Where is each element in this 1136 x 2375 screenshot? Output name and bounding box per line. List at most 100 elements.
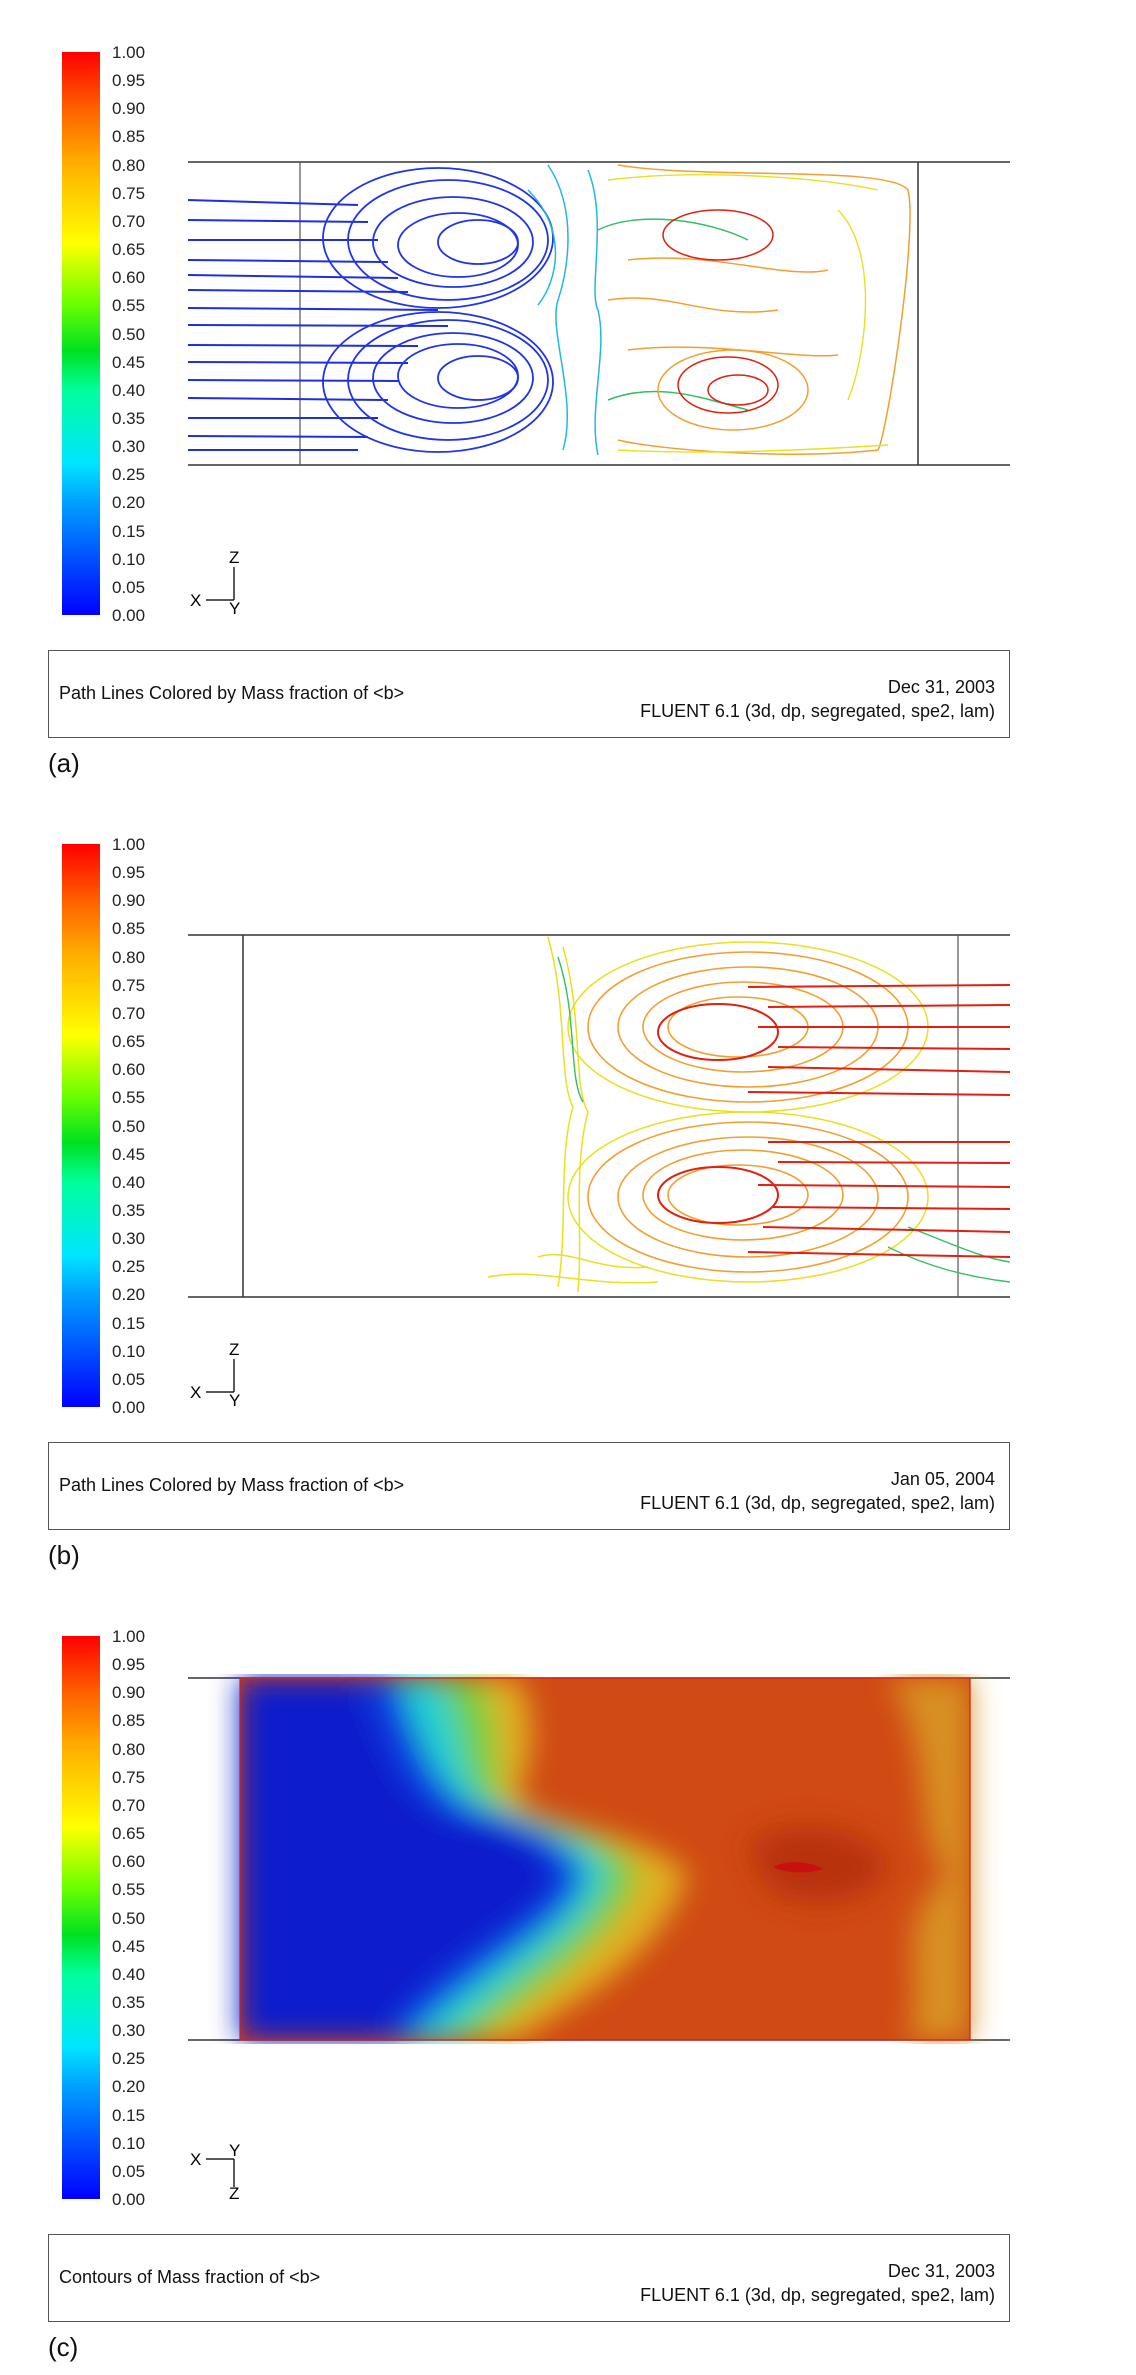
colorbar-tick-label: 0.05 [112, 1369, 146, 1389]
colorbar-tick-label: 0.10 [112, 1341, 146, 1361]
red-pathlines [662, 209, 779, 414]
colorbar-tick-label: 0.95 [112, 863, 146, 883]
colorbar-tick-label: 0.50 [112, 1116, 146, 1136]
z-axis-label: Z [229, 1340, 239, 1359]
orange-pathlines [607, 164, 911, 455]
colorbar-tick-label: 0.95 [112, 1655, 146, 1675]
colorbar-tick-label: 1.00 [112, 835, 146, 854]
panel-a: 1.00 0.95 0.90 0.85 0.80 0.75 0.70 0.65 0.60 0.55… [0, 0, 1136, 790]
green-pathlines [597, 218, 749, 411]
orange-pathlines [587, 951, 909, 1273]
colorbar-tick-label: 0.40 [112, 1172, 146, 1192]
caption-box: Path Lines Colored by Mass fraction of <… [48, 650, 1010, 738]
colorbar-tick-label: 0.45 [112, 1936, 146, 1956]
colorbar-tick-label: 0.05 [112, 2161, 146, 2181]
caption-date: Jan 05, 2004 [890, 1469, 995, 1489]
colorbar-tick-label: 0.35 [112, 408, 146, 428]
z-axis-label: Z [229, 548, 239, 567]
colorbar-tick-label: 0.35 [112, 1992, 146, 2012]
colorbar-tick-label: 0.40 [112, 380, 146, 400]
colorbar-tick-label: 0.80 [112, 155, 146, 175]
colorbar-ticks: 1.00 0.95 0.90 0.85 0.80 0.75 0.70 0.65 0.60 0.55… [112, 40, 172, 630]
y-axis-label: Y [229, 599, 240, 615]
subfigure-label: (b) [48, 1540, 80, 1570]
colorbar-tick-label: 0.90 [112, 99, 146, 119]
caption-solver: FLUENT 6.1 (3d, dp, segregated, spe2, la… [640, 1493, 995, 1513]
blue-vortices [322, 167, 554, 453]
colorbar-tick-label: 0.75 [112, 1767, 146, 1787]
colorbar-tick-label: 0.95 [112, 71, 146, 91]
caption-solver: FLUENT 6.1 (3d, dp, segregated, spe2, la… [640, 2285, 995, 2305]
pathline-plot [188, 161, 1010, 466]
colorbar-tick-label: 0.25 [112, 2049, 146, 2069]
colorbar-tick-label: 0.65 [112, 240, 146, 260]
caption-title: Path Lines Colored by Mass fraction of <… [59, 683, 405, 703]
colorbar [62, 52, 100, 615]
colorbar-tick-label: 0.85 [112, 127, 146, 147]
panel-c: 1.00 0.95 0.90 0.85 0.80 0.75 0.70 0.65 0.60 0.55… [0, 1584, 1136, 2374]
outlet-pathlines [657, 984, 1010, 1258]
colorbar-tick-label: 0.75 [112, 183, 146, 203]
colorbar-tick-label: 0.50 [112, 324, 146, 344]
caption-solver: FLUENT 6.1 (3d, dp, segregated, spe2, la… [640, 701, 995, 721]
colorbar [62, 1636, 100, 2199]
contour-bands [240, 1678, 970, 2040]
axes-indicator: X Z Y [190, 548, 240, 615]
y-axis-label: Y [229, 1391, 240, 1407]
colorbar-tick-label: 0.30 [112, 1229, 146, 1249]
colorbar-tick-label: 0.05 [112, 577, 146, 597]
colorbar-tick-label: 0.30 [112, 2021, 146, 2041]
colorbar-tick-label: 0.20 [112, 1285, 146, 1305]
colorbar-tick-label: 0.80 [112, 1739, 146, 1759]
colorbar-tick-label: 0.70 [112, 1795, 146, 1815]
colorbar-tick-label: 0.10 [112, 549, 146, 569]
axes-indicator: X Y Z [190, 2141, 240, 2199]
colorbar-tick-label: 0.15 [112, 521, 146, 541]
colorbar-tick-label: 0.60 [112, 1852, 146, 1872]
caption-title: Contours of Mass fraction of <b> [59, 2267, 321, 2287]
colorbar-tick-label: 0.35 [112, 1200, 146, 1220]
colorbar-tick-label: 0.55 [112, 1088, 146, 1108]
z-axis-label: Z [229, 2184, 239, 2199]
colorbar-tick-label: 0.50 [112, 1908, 146, 1928]
caption-box: Path Lines Colored by Mass fraction of <… [48, 1442, 1010, 1530]
colorbar-tick-label: 0.20 [112, 493, 146, 513]
colorbar-tick-label: 0.65 [112, 1824, 146, 1844]
pathline-plot [188, 934, 1010, 1298]
x-axis-label: X [190, 1383, 201, 1402]
contour-max-region [773, 1862, 823, 1873]
axes-indicator: X Z Y [190, 1340, 240, 1407]
colorbar-tick-label: 0.25 [112, 465, 146, 485]
colorbar-tick-label: 0.90 [112, 891, 146, 911]
colorbar-tick-label: 0.60 [112, 268, 146, 288]
colorbar-tick-label: 0.80 [112, 947, 146, 967]
inlet-pathlines [188, 199, 449, 451]
caption-date: Dec 31, 2003 [887, 677, 995, 697]
colorbar-tick-label: 0.15 [112, 1313, 146, 1333]
colorbar-tick-label: 0.85 [112, 1711, 146, 1731]
colorbar-tick-label: 0.55 [112, 296, 146, 316]
colorbar-tick-label: 0.20 [112, 2077, 146, 2097]
colorbar-tick-label: 0.30 [112, 437, 146, 457]
colorbar-tick-label: 0.90 [112, 1683, 146, 1703]
colorbar-tick-label: 0.75 [112, 975, 146, 995]
caption-date: Dec 31, 2003 [887, 2261, 995, 2281]
colorbar-tick-label: 0.00 [112, 606, 146, 625]
colorbar-tick-label: 0.40 [112, 1964, 146, 1984]
colorbar-tick-label: 0.00 [112, 2190, 146, 2209]
green-pathlines [557, 956, 1010, 1283]
colorbar-tick-label: 0.70 [112, 211, 146, 231]
colorbar-tick-label: 1.00 [112, 1627, 146, 1646]
colorbar-tick-label: 0.10 [112, 2133, 146, 2153]
colorbar-tick-label: 0.45 [112, 1144, 146, 1164]
colorbar-tick-label: 0.55 [112, 1880, 146, 1900]
caption-title: Path Lines Colored by Mass fraction of <… [59, 1475, 405, 1495]
colorbar [62, 844, 100, 1407]
y-axis-label: Y [229, 2141, 240, 2160]
yellow-pathlines [607, 174, 889, 453]
colorbar-tick-label: 0.25 [112, 1257, 146, 1277]
colorbar-tick-label: 0.65 [112, 1032, 146, 1052]
yellow-pathlines [487, 936, 929, 1293]
panel-b: 1.00 0.95 0.90 0.85 0.80 0.75 0.70 0.65 0.60 0.55… [0, 792, 1136, 1582]
x-axis-label: X [190, 591, 201, 610]
